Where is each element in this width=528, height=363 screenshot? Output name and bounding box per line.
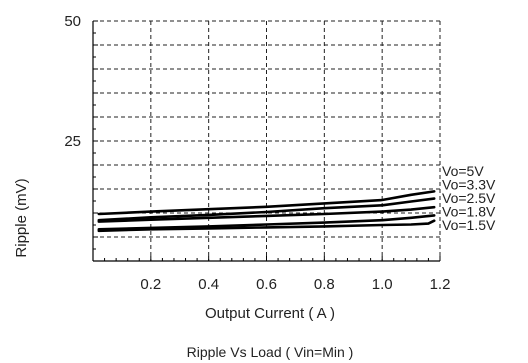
x-tick-label: 0.8	[314, 276, 335, 293]
series-layer	[97, 190, 436, 233]
legend-label: Vo=1.8V	[442, 204, 496, 220]
series-line-1	[97, 190, 436, 216]
x-tick-label: 0.6	[256, 276, 277, 293]
legend-label: Vo=3.3V	[442, 177, 496, 193]
series-line-3	[97, 205, 436, 223]
series-line-2	[97, 197, 436, 222]
y-tick-label: 50	[64, 13, 81, 30]
legend-label: Vo=2.5V	[442, 190, 496, 206]
x-tick-label: 1.0	[372, 276, 393, 293]
legend-label: Vo=5V	[442, 163, 484, 179]
x-tick-label: 0.2	[140, 276, 161, 293]
series-line-5	[97, 219, 436, 233]
x-axis-title: Output Current ( A )	[205, 305, 335, 322]
chart-caption: Ripple Vs Load ( Vin=Min )	[187, 344, 354, 360]
y-axis-title: Ripple (mV)	[13, 178, 30, 257]
x-tick-label: 1.2	[430, 276, 451, 293]
y-tick-label: 25	[64, 133, 81, 150]
series-line-4	[97, 214, 436, 231]
labels-layer: 25 50 0.2 0.4 0.6 0.8 1.0 1.2 Vo=5VVo=3.3VVo=2.5…	[64, 13, 496, 293]
legend-label: Vo=1.5V	[442, 217, 496, 233]
axes-layer	[92, 20, 441, 262]
x-tick-label: 0.4	[198, 276, 219, 293]
